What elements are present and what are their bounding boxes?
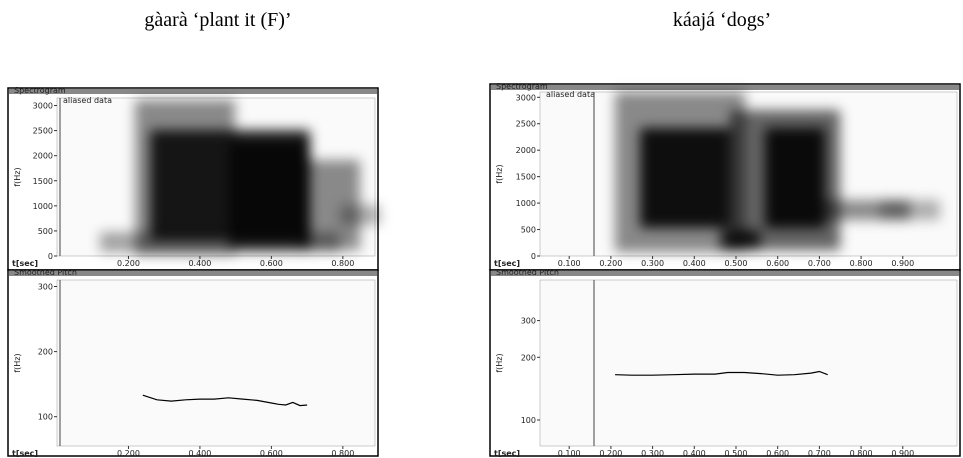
y-tick-label: 3000: [516, 93, 536, 102]
x-tick-label: 0.400: [188, 449, 211, 458]
y-tick-label: 200: [38, 348, 53, 357]
panel-header: [9, 89, 377, 94]
x-tick-label: 0.700: [808, 259, 831, 268]
x-tick-label: 0.800: [331, 259, 354, 268]
x-tick-label: 0.300: [641, 449, 664, 458]
y-tick-label: 200: [521, 353, 536, 362]
x-tick-label: 0.600: [766, 259, 789, 268]
x-tick-label: 0.200: [599, 259, 622, 268]
y-tick-label: 1000: [33, 202, 53, 211]
panel-title: Smoothed Pitch: [496, 268, 559, 277]
y-tick-label: 2000: [33, 152, 53, 161]
x-tick-label: 0.300: [641, 259, 664, 268]
annotation: aliased data: [546, 90, 595, 99]
pitch-contour: [142, 394, 308, 407]
panel-header: [491, 85, 959, 90]
x-tick-label: 0.900: [891, 259, 914, 268]
x-tick-label: 0.600: [260, 449, 283, 458]
x-tick-label: 0.600: [766, 449, 789, 458]
spectrogram-image: [615, 92, 940, 252]
panel-title: Smoothed Pitch: [14, 268, 77, 277]
x-tick-label: 0.100: [558, 259, 581, 268]
x-axis-label: t[sec]: [12, 449, 38, 458]
x-tick-label: 0.400: [683, 259, 706, 268]
y-tick-label: 1500: [33, 177, 53, 186]
x-tick-label: 0.800: [331, 449, 354, 458]
x-tick-label: 0.500: [725, 449, 748, 458]
x-tick-label: 0.200: [117, 259, 140, 268]
y-tick-label: 100: [521, 416, 536, 425]
x-tick-label: 0.500: [725, 259, 748, 268]
x-tick-label: 0.900: [891, 449, 914, 458]
y-tick-label: 300: [521, 317, 536, 326]
x-tick-label: 0.400: [683, 449, 706, 458]
x-tick-label: 0.600: [260, 259, 283, 268]
y-axis-label: f(Hz): [13, 167, 22, 186]
y-tick-label: 0: [531, 252, 536, 261]
y-tick-label: 1000: [516, 199, 536, 208]
y-tick-label: 3000: [33, 102, 53, 111]
spectral-energy: [720, 230, 760, 250]
x-tick-label: 0.700: [808, 449, 831, 458]
x-axis-label: t[sec]: [494, 259, 520, 268]
y-tick-label: 500: [38, 227, 53, 236]
y-tick-label: 100: [38, 413, 53, 422]
plot-area: [56, 279, 376, 447]
panel-title: Spectrogram: [496, 82, 548, 91]
panel-header: [491, 271, 959, 276]
y-tick-label: 300: [38, 283, 53, 292]
y-axis-label: f(Hz): [13, 353, 22, 372]
y-tick-label: 1500: [516, 173, 536, 182]
plot-area: [539, 279, 958, 447]
spectrogram-image: [100, 100, 380, 255]
caption: káajá ‘dogs’: [673, 9, 771, 31]
y-tick-label: 2000: [516, 146, 536, 155]
pitch-contour: [615, 370, 828, 376]
x-tick-label: 0.800: [850, 259, 873, 268]
y-tick-label: 2500: [516, 120, 536, 129]
x-tick-label: 0.200: [599, 449, 622, 458]
x-axis-label: t[sec]: [494, 449, 520, 458]
panel-header: [9, 271, 377, 276]
panel: Smoothed Pitch 0.200 0.400 0.600 0.800 100 200…: [7, 268, 379, 458]
annotation: aliased data: [63, 96, 112, 105]
y-tick-label: 0: [48, 252, 53, 261]
spectral-energy: [880, 200, 940, 220]
spectral-energy: [765, 128, 825, 228]
spectral-energy: [340, 205, 380, 225]
x-axis-label: t[sec]: [12, 259, 38, 268]
y-tick-label: 500: [521, 226, 536, 235]
caption: gàarà ‘plant it (F)’: [144, 9, 291, 31]
x-tick-label: 0.800: [850, 449, 873, 458]
x-tick-label: 0.200: [117, 449, 140, 458]
panel-title: Spectrogram: [14, 86, 66, 95]
y-axis-label: f(Hz): [495, 164, 504, 183]
x-tick-label: 0.400: [188, 259, 211, 268]
panel: Smoothed Pitch 0.100 0.200 0.300 0.400 0.500 0…: [489, 268, 961, 458]
spectral-energy: [640, 128, 730, 228]
x-tick-label: 0.100: [558, 449, 581, 458]
spectral-energy: [230, 140, 310, 250]
y-axis-label: f(Hz): [495, 353, 504, 372]
y-tick-label: 2500: [33, 127, 53, 136]
